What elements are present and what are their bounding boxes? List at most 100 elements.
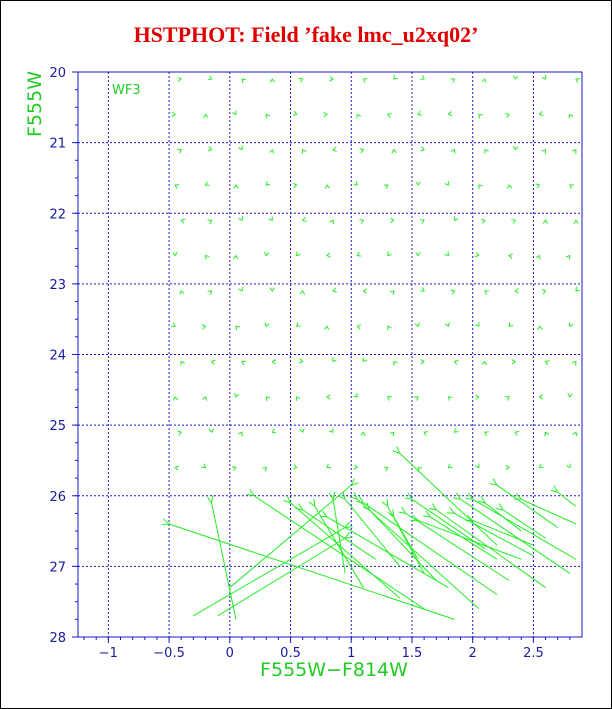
field-glyph (387, 325, 392, 331)
vector-arrow (400, 453, 498, 546)
field-glyph (575, 286, 580, 292)
field-glyph (538, 394, 544, 400)
field-glyph (329, 428, 334, 433)
field-glyph (332, 287, 337, 293)
field-glyph (292, 110, 298, 116)
field-glyph (301, 148, 307, 154)
field-glyph (474, 252, 480, 258)
field-glyph (512, 145, 519, 151)
y-tick-label: 26 (49, 490, 66, 505)
field-glyph (292, 464, 298, 470)
field-glyph (356, 251, 362, 257)
field-glyph (265, 113, 271, 119)
field-glyph (238, 431, 243, 437)
y-tick-label: 21 (49, 137, 66, 152)
field-glyph (362, 78, 368, 83)
field-glyph (390, 217, 395, 224)
field-glyph (353, 464, 359, 470)
field-glyph (541, 75, 547, 80)
field-glyph (264, 322, 270, 328)
field-glyph (204, 181, 210, 187)
field-glyph (450, 78, 456, 83)
vector-arrow (412, 499, 486, 550)
field-glyph (359, 148, 365, 154)
field-glyph (292, 182, 298, 189)
vector-arrow (169, 524, 455, 620)
field-glyph (573, 219, 579, 225)
field-glyph (453, 360, 459, 366)
field-glyph (232, 254, 239, 260)
vector-arrow (357, 499, 480, 610)
field-glyph (356, 324, 362, 330)
field-glyph (480, 218, 486, 224)
field-glyph (417, 110, 423, 116)
x-tick-label: 0 (226, 646, 234, 661)
field-glyph (241, 78, 246, 84)
field-glyph (393, 75, 398, 80)
field-glyph (537, 325, 543, 331)
vector-arrow (212, 503, 237, 620)
x-tick-label: 2 (469, 646, 477, 661)
field-glyph (360, 431, 366, 436)
field-glyph (478, 184, 483, 190)
field-glyph (481, 360, 487, 366)
vector-arrow (497, 485, 558, 528)
field-glyph (362, 357, 368, 363)
vector-arrow (345, 499, 401, 567)
field-glyph (299, 428, 305, 434)
field-glyph (298, 358, 304, 364)
field-glyph (238, 145, 243, 151)
field-glyph (420, 146, 425, 152)
field-glyph (415, 181, 421, 186)
field-glyph (453, 428, 459, 433)
field-glyph (538, 110, 544, 117)
vector-arrow (436, 510, 546, 588)
x-tick-label: 1 (347, 646, 355, 661)
field-glyph (447, 111, 453, 117)
field-glyph (447, 463, 453, 469)
field-glyph (172, 251, 178, 257)
x-tick-label: −1 (99, 646, 118, 661)
field-glyph (420, 75, 425, 80)
field-glyph (423, 431, 429, 436)
field-glyph (450, 148, 456, 154)
field-glyph (474, 322, 480, 327)
field-glyph (508, 322, 514, 327)
vector-arrow (461, 499, 571, 574)
field-glyph (453, 216, 459, 222)
field-glyph (265, 396, 271, 401)
field-glyph (538, 463, 544, 469)
vector-arrow (485, 503, 522, 532)
field-glyph (511, 218, 517, 224)
field-glyph (478, 113, 483, 119)
field-glyph (231, 466, 237, 472)
field-glyph (207, 146, 213, 152)
y-tick-label: 22 (49, 207, 66, 222)
field-glyph (511, 359, 517, 365)
field-glyph (207, 290, 213, 295)
field-glyph (295, 396, 301, 401)
field-glyph (565, 254, 571, 260)
field-glyph (414, 396, 419, 401)
axes: −1 −0.5 0 0.5 1 1.5 2 2.5 20 21 22 23 24 25 26 27 28 (49, 66, 583, 661)
vector-arrow (473, 520, 534, 546)
field-glyph (447, 396, 453, 401)
field-glyph (362, 288, 368, 294)
grid-lines (78, 71, 582, 638)
field-glyph (232, 110, 237, 116)
field-glyph (180, 218, 186, 224)
field-glyph (323, 111, 328, 118)
field-glyph (542, 219, 548, 225)
vector-arrow (369, 510, 437, 581)
field-glyph (484, 431, 489, 437)
field-glyph (238, 216, 244, 222)
field-glyph (171, 111, 177, 118)
x-tick-label: 1.5 (402, 646, 423, 661)
vector-arrow (406, 513, 510, 581)
field-glyph (568, 113, 574, 119)
field-glyph (271, 428, 277, 434)
field-glyph (179, 290, 185, 295)
field-glyph (417, 466, 423, 472)
field-glyph (210, 359, 216, 365)
